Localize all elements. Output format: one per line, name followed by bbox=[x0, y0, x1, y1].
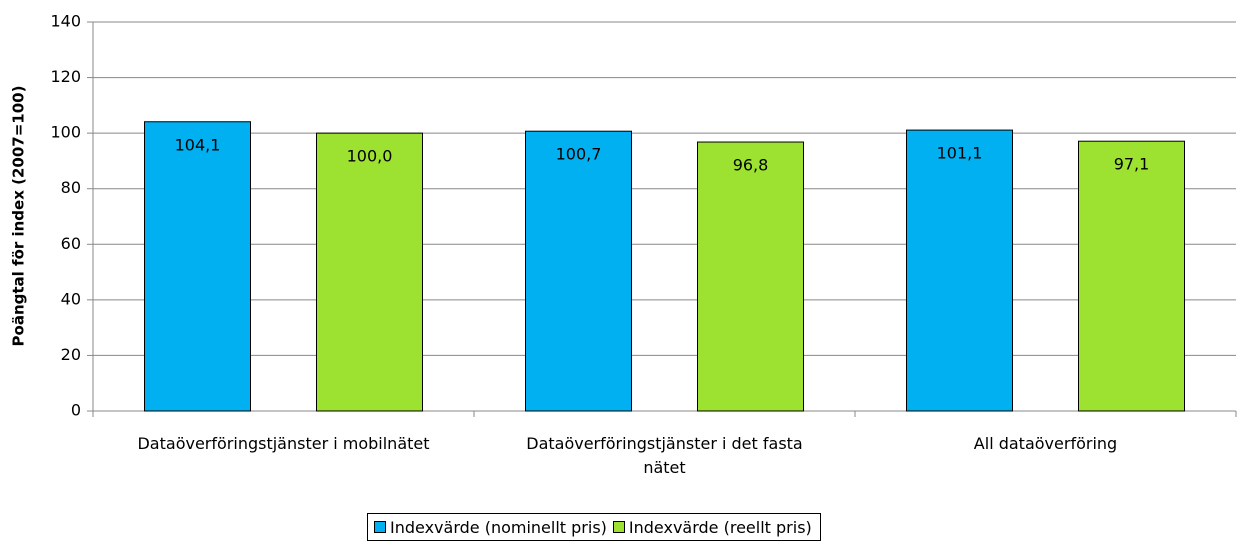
y-axis-label: Poängtal för index (2007=100) bbox=[10, 86, 28, 347]
y-tick-label: 120 bbox=[50, 67, 81, 86]
bar bbox=[316, 132, 423, 412]
bar bbox=[697, 141, 804, 412]
y-tick-label: 100 bbox=[50, 123, 81, 142]
legend: Indexvärde (nominellt pris) Indexvärde (r… bbox=[367, 513, 821, 541]
legend-label: Indexvärde (nominellt pris) bbox=[390, 517, 607, 537]
y-tick-label: 20 bbox=[61, 345, 81, 364]
legend-swatch bbox=[374, 521, 386, 533]
y-tick-label: 40 bbox=[61, 289, 81, 308]
legend-label: Indexvärde (reellt pris) bbox=[628, 517, 812, 537]
bar bbox=[525, 130, 632, 412]
legend-swatch bbox=[612, 521, 625, 533]
bar bbox=[1078, 140, 1185, 412]
data-label: 104,1 bbox=[175, 135, 221, 154]
y-tick-label: 60 bbox=[61, 234, 81, 253]
data-label: 96,8 bbox=[733, 156, 769, 175]
x-tick-label: Dataöverföringstjänster i mobilnätet bbox=[137, 434, 430, 453]
data-label: 101,1 bbox=[937, 144, 983, 163]
data-label: 100,7 bbox=[556, 145, 602, 164]
bar bbox=[144, 121, 251, 412]
data-label: 100,0 bbox=[347, 147, 393, 166]
data-label: 97,1 bbox=[1114, 155, 1150, 174]
x-tick-label: All dataöverföring bbox=[973, 434, 1118, 453]
x-tick-label: Dataöverföringstjänster i det fasta näte… bbox=[526, 434, 803, 477]
y-tick-label: 140 bbox=[50, 12, 81, 31]
y-tick-label: 80 bbox=[61, 178, 81, 197]
y-tick-label: 0 bbox=[71, 401, 81, 420]
bar bbox=[906, 129, 1013, 412]
